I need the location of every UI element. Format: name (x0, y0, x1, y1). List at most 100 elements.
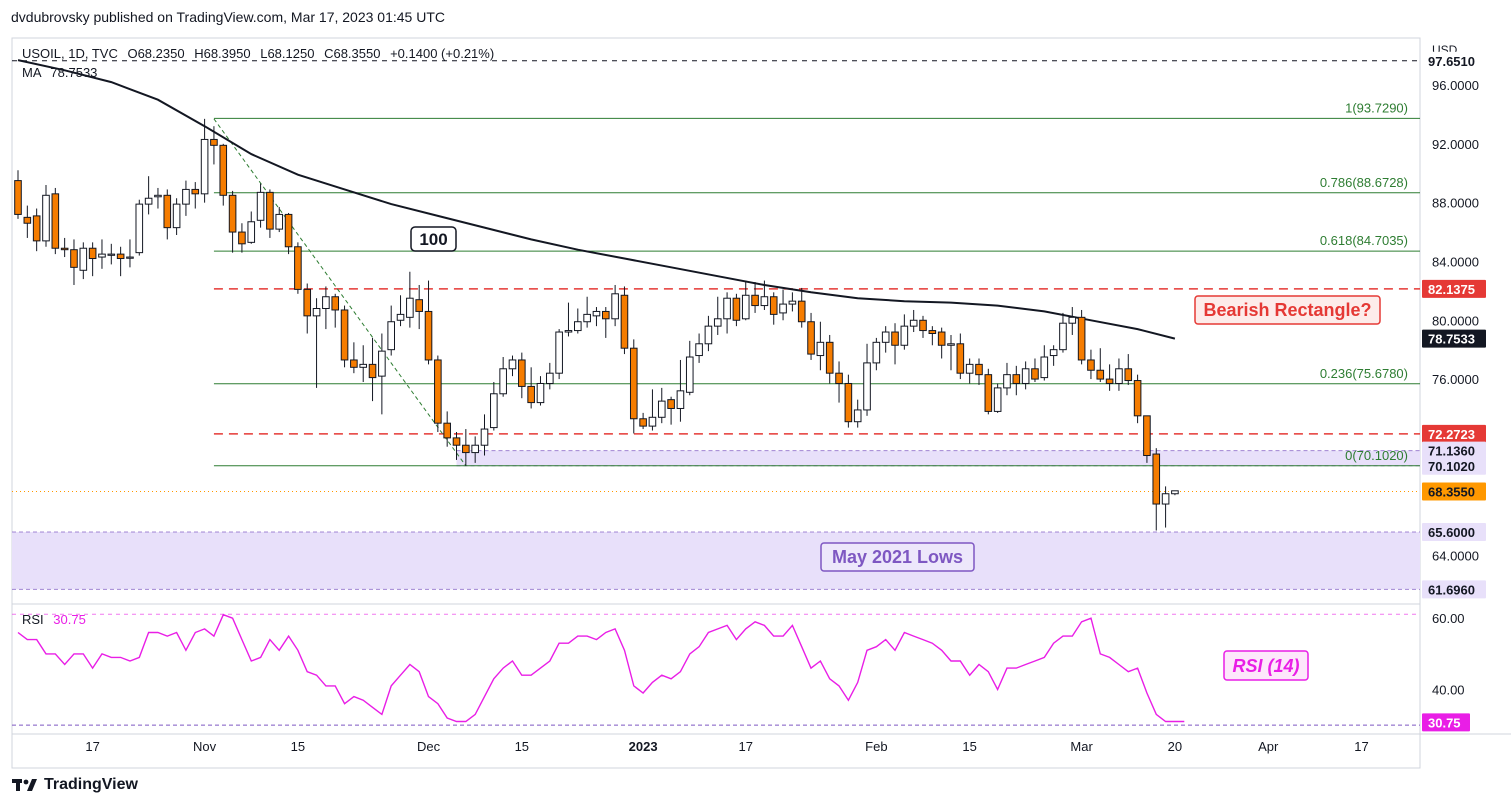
may-lows-text: May 2021 Lows (832, 547, 963, 567)
candle-body (1143, 415, 1151, 457)
price-label-text: 82.1375 (1428, 282, 1475, 297)
price-label-text: 68.3550 (1428, 484, 1475, 499)
candle-body (471, 444, 479, 454)
candle-body (993, 387, 1002, 412)
candle-body (676, 390, 685, 409)
candle-body (210, 138, 218, 146)
price-label-bg (1422, 482, 1486, 501)
candle-body (807, 321, 815, 355)
price-axis-label: 82.1375 (1422, 279, 1486, 298)
candle-body (937, 331, 946, 346)
time-axis-tick: 15 (291, 739, 305, 754)
candle-body (275, 213, 284, 230)
candle-body (648, 416, 657, 427)
candle-body (42, 194, 50, 242)
candle-body (424, 310, 433, 361)
price-label-bg (1422, 279, 1486, 298)
price-label-text: 70.1020 (1428, 459, 1475, 474)
candle-body (536, 382, 545, 404)
fib-level-label: 0.236(75.6780) (1320, 366, 1408, 381)
candle-body (266, 191, 274, 230)
candle-body (760, 296, 769, 307)
candle-body (1031, 368, 1039, 380)
rsi-title-annotation: RSI (14) (1223, 650, 1309, 681)
time-axis-tick: 15 (962, 739, 976, 754)
price-label-bg (1422, 424, 1486, 443)
price-label-text: 72.2723 (1428, 427, 1475, 442)
candle-body (1021, 368, 1030, 384)
candle-body (163, 194, 172, 229)
candle-body (881, 331, 890, 343)
candle-body (60, 247, 69, 251)
chart-legend: USOIL, 1D, TVC O68.2350 H68.3950 L68.125… (22, 45, 494, 63)
candle-body (583, 313, 591, 323)
candle-body (1059, 322, 1067, 351)
candle-body (1012, 374, 1021, 384)
time-axis-tick: Feb (865, 739, 887, 754)
rsi-title-box (1223, 650, 1309, 681)
legend-symbol: USOIL, 1D, TVC (22, 46, 118, 61)
legend-high: H68.3950 (194, 46, 251, 61)
candle-body (79, 247, 88, 271)
may-lows-annotation: May 2021 Lows (820, 542, 975, 572)
legend-change: +0.1400 (+0.21%) (390, 46, 495, 61)
candle-body (350, 359, 358, 368)
price-axis-label: 70.1020 (1422, 456, 1486, 475)
candle-body (825, 341, 834, 374)
rsi-axis-label: 30.75 (1422, 713, 1470, 732)
time-axis-tick: Dec (417, 739, 441, 754)
candle-body (284, 213, 293, 248)
candle-body (182, 188, 190, 205)
candle-body (657, 400, 666, 418)
candle-body (406, 297, 414, 318)
candle-body (1105, 378, 1114, 384)
candle-body (1040, 356, 1049, 379)
price-axis-tick: 96.0000 (1432, 78, 1479, 93)
candle-body (797, 300, 806, 323)
candle-body (667, 399, 675, 409)
tradingview-logo-icon (12, 779, 37, 791)
ma-100-text: 100 (419, 230, 447, 249)
candle-body (172, 203, 181, 229)
candle-body (200, 138, 209, 195)
price-axis-label: 72.2723 (1422, 424, 1486, 443)
candle-body (256, 191, 265, 221)
candle-body (685, 356, 694, 393)
price-label-text: 61.6960 (1428, 582, 1475, 597)
candle-body (601, 310, 610, 320)
candle-body (835, 372, 843, 384)
candle-body (107, 253, 116, 256)
price-axis-label: 68.3550 (1422, 482, 1486, 501)
price-axis-label: 78.7533 (1422, 329, 1486, 348)
candle-body (1003, 374, 1011, 389)
candle-body (518, 359, 526, 387)
tradingview-logo[interactable]: TradingView (12, 774, 138, 796)
candle-body (984, 374, 993, 412)
rsi-axis-tick: 60.00 (1432, 611, 1465, 626)
candle-body (396, 313, 405, 321)
time-axis-tick: 17 (1354, 739, 1368, 754)
fib-level-label: 1(93.7290) (1345, 100, 1408, 115)
time-axis-tick: 17 (85, 739, 99, 754)
support-zone (12, 531, 1420, 590)
candle-body (900, 325, 909, 346)
candle-body (14, 180, 22, 215)
candle-body (191, 188, 200, 195)
price-label-text: 97.6510 (1428, 54, 1475, 69)
candle-body (51, 193, 60, 249)
price-label-bg (1422, 456, 1486, 475)
time-axis-tick: Apr (1258, 739, 1279, 754)
candle-body (1152, 453, 1161, 505)
fib-level-label: 0.786(88.6728) (1320, 175, 1408, 190)
price-axis-tick: 76.0000 (1432, 372, 1479, 387)
candle-body (527, 385, 535, 404)
legend-open: O68.2350 (127, 46, 185, 61)
published-header: dvdubrovsky published on TradingView.com… (11, 9, 445, 25)
candle-body (135, 203, 144, 254)
candle-body (611, 293, 619, 320)
candle-body (947, 343, 955, 346)
candle-body (713, 318, 722, 327)
candle-body (116, 253, 125, 260)
candle-body (1161, 493, 1170, 505)
